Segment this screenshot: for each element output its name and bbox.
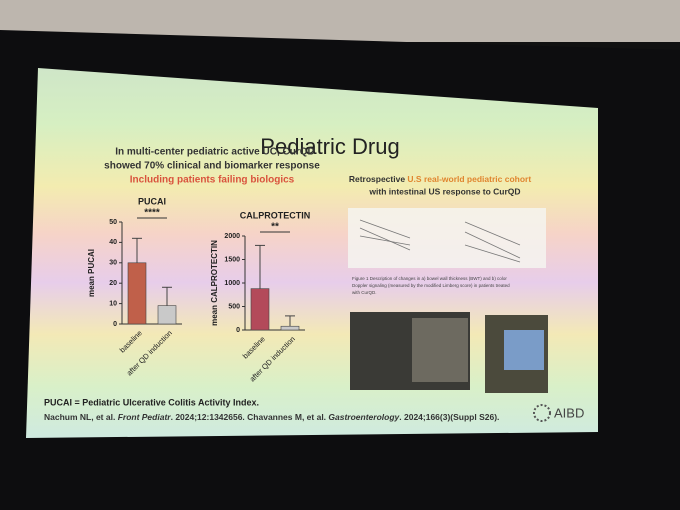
left-highlight: Including patients failing biologics xyxy=(130,175,295,186)
figure-lines xyxy=(359,219,521,263)
y-axis-label: mean PUCAI xyxy=(87,249,96,297)
y-tick-label: 20 xyxy=(109,280,117,287)
slide-title: Pediatric Drug xyxy=(260,134,399,159)
bar xyxy=(280,325,300,331)
y-tick-label: 50 xyxy=(109,219,117,226)
y-tick-label: 0 xyxy=(236,327,240,334)
y-tick-label: 10 xyxy=(109,300,117,307)
text: Gastroenterology xyxy=(328,412,400,422)
monitor xyxy=(504,330,544,370)
y-tick-label: 500 xyxy=(228,303,240,310)
y-tick-label: 0 xyxy=(113,321,117,328)
figure-caption: Figure 1 Description of changes in a) bo… xyxy=(352,276,507,281)
bar xyxy=(127,262,147,325)
y-tick-label: 30 xyxy=(109,260,117,267)
text: Front Pediatr xyxy=(118,412,172,422)
y-tick-label: 1500 xyxy=(224,256,240,263)
text: Nachum NL, et al. xyxy=(44,412,118,422)
logo: AIBD xyxy=(554,405,584,420)
bar xyxy=(250,288,270,331)
figure-caption: with CurQD. xyxy=(352,290,377,295)
right-heading: Retrospective U.S real-world pediatric c… xyxy=(349,174,532,184)
y-tick-label: 40 xyxy=(109,239,117,246)
figure-plot xyxy=(348,208,546,268)
left-heading: showed 70% clinical and biomarker respon… xyxy=(104,161,320,172)
y-axis-label: mean CALPROTECTIN xyxy=(210,240,219,326)
y-tick-label: 2000 xyxy=(224,233,240,240)
text: . 2024;12:1342656. Chavannes M, et al. xyxy=(171,412,329,422)
y-tick-label: 1000 xyxy=(224,280,240,287)
bar xyxy=(157,305,177,325)
reference: Nachum NL, et al. Front Pediatr. 2024;12… xyxy=(44,412,499,422)
text: Retrospective xyxy=(349,174,408,184)
significance: ** xyxy=(271,222,279,233)
chart-title: CALPROTECTIN xyxy=(240,210,311,220)
significance: **** xyxy=(144,208,160,219)
chart-title: PUCAI xyxy=(138,196,166,206)
footnote: PUCAI = Pediatric Ulcerative Colitis Act… xyxy=(44,397,259,407)
right-heading: with intestinal US response to CurQD xyxy=(368,186,520,196)
figure-caption: Doppler signaling (measured by the modif… xyxy=(352,283,510,288)
ultrasound-image xyxy=(412,318,468,382)
text: . 2024;166(3)(Suppl S26). xyxy=(399,412,499,422)
left-heading: In multi-center pediatric active UC, Cur… xyxy=(115,147,315,158)
text: U.S real-world pediatric cohort xyxy=(407,174,531,184)
logo-mark xyxy=(533,404,551,422)
